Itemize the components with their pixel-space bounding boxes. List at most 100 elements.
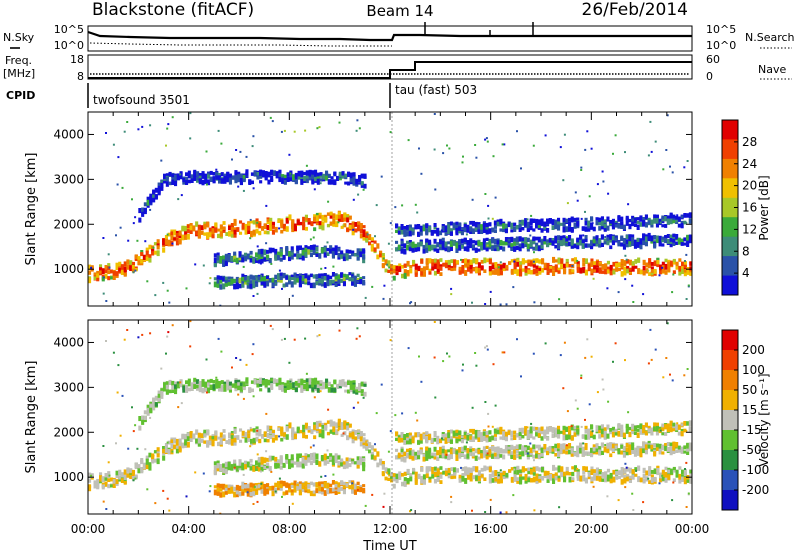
- velocity-cell: [581, 434, 585, 439]
- power-cell: [302, 216, 306, 222]
- power-cell: [493, 244, 497, 249]
- power-cell: [230, 278, 234, 285]
- power-cell: [351, 231, 355, 236]
- velocity-cell: [620, 444, 624, 449]
- power-cell: [329, 211, 333, 216]
- power-cell: [366, 233, 369, 236]
- power-cell: [362, 250, 366, 254]
- power-cell: [171, 177, 175, 182]
- power-cell: [235, 284, 239, 290]
- velocity-cell: [565, 434, 569, 441]
- velocity-cell: [669, 442, 673, 448]
- power-cell: [395, 247, 399, 252]
- power-cell: [257, 276, 261, 281]
- power-cell: [664, 235, 668, 239]
- velocity-cell: [576, 472, 580, 478]
- velocity-cell: [516, 477, 520, 481]
- velocity-cell: [681, 476, 685, 482]
- power-cell: [460, 258, 462, 261]
- power-cell: [609, 264, 613, 271]
- power-cell: [118, 267, 122, 272]
- power-cell: [587, 226, 591, 232]
- power-cell: [491, 237, 495, 244]
- power-cell: [206, 221, 210, 228]
- power-cell: [658, 235, 662, 242]
- power-cell: [671, 171, 674, 174]
- velocity-cell: [408, 432, 412, 436]
- power-cell: [301, 249, 305, 255]
- noise-left-tick-top: 10^5: [54, 23, 84, 36]
- power-cell: [294, 172, 298, 178]
- velocity-cell: [215, 383, 219, 388]
- power-cell: [219, 224, 223, 230]
- power-cell: [234, 171, 238, 178]
- velocity-cell: [510, 467, 514, 471]
- velocity-cell: [279, 480, 283, 487]
- power-cell: [614, 134, 617, 137]
- velocity-cell: [458, 478, 462, 483]
- power-cell: [126, 121, 129, 123]
- velocity-cell: [267, 379, 271, 386]
- velocity-cell: [463, 435, 467, 439]
- power-cell: [678, 258, 682, 262]
- velocity-cell: [260, 489, 264, 493]
- velocity-cell: [491, 435, 495, 441]
- power-cell: [207, 174, 211, 179]
- velocity-cell: [466, 467, 470, 472]
- velocity-cell: [88, 485, 92, 492]
- velocity-cell: [648, 466, 652, 472]
- velocity-cell: [278, 381, 282, 386]
- power-cell: [537, 222, 541, 226]
- power-cell: [354, 228, 358, 233]
- velocity-cell: [353, 483, 357, 490]
- velocity-cell: [305, 382, 309, 389]
- velocity-cell: [397, 452, 401, 459]
- power-cell: [554, 219, 558, 225]
- velocity-cell: [288, 463, 292, 470]
- velocity-cell: [573, 452, 577, 456]
- power-cell: [414, 267, 418, 272]
- power-cell: [275, 171, 279, 175]
- power-cell: [296, 278, 300, 283]
- velocity-cell: [482, 453, 486, 458]
- power-cell: [224, 260, 228, 265]
- power-cell: [346, 217, 350, 223]
- velocity-cell: [236, 435, 240, 440]
- velocity-cell: [516, 469, 520, 475]
- velocity-cell: [300, 380, 304, 386]
- velocity-cell: [447, 471, 451, 476]
- power-cell: [502, 262, 506, 267]
- velocity-cell: [453, 467, 457, 473]
- power-cell: [387, 269, 391, 273]
- power-cell: [120, 271, 124, 275]
- velocity-cell: [212, 380, 216, 384]
- power-cell: [647, 236, 651, 241]
- velocity-cell: [401, 481, 405, 487]
- velocity-cell: [140, 458, 144, 462]
- velocity-cell: [436, 476, 440, 481]
- power-cell: [551, 225, 555, 230]
- velocity-cell: [280, 430, 284, 437]
- power-cell: [215, 168, 218, 171]
- power-cell: [343, 212, 347, 218]
- velocity-cell: [315, 423, 319, 430]
- power-cell: [131, 265, 135, 269]
- velocity-cell: [677, 447, 681, 453]
- velocity-cell: [546, 450, 550, 456]
- power-cell: [298, 275, 302, 282]
- power-cell: [606, 237, 610, 241]
- velocity-cell: [600, 450, 604, 455]
- velocity-cell: [570, 424, 574, 431]
- velocity-cell: [430, 438, 434, 444]
- velocity-cell: [403, 434, 407, 438]
- power-cell: [291, 222, 295, 229]
- velocity-cell: [485, 445, 489, 449]
- power-cell: [445, 245, 448, 248]
- velocity-cell: [392, 476, 396, 482]
- power-cell: [286, 176, 290, 181]
- velocity-cell: [186, 432, 190, 437]
- power-cell: [213, 261, 217, 268]
- power-cell: [409, 268, 413, 274]
- velocity-cell: [99, 476, 103, 482]
- power-cell: [632, 301, 635, 303]
